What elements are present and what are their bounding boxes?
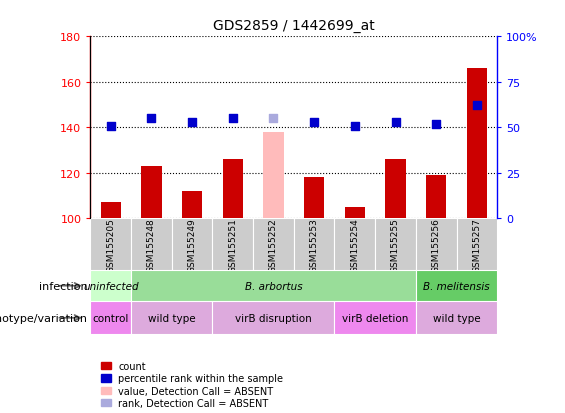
Point [228, 116, 237, 122]
Bar [223, 160, 243, 219]
Point [188, 119, 197, 126]
FancyBboxPatch shape [457, 219, 497, 271]
Point [391, 119, 400, 126]
Text: genotype/variation: genotype/variation [0, 313, 88, 323]
FancyBboxPatch shape [90, 271, 131, 301]
Bar [263, 133, 284, 219]
Point [472, 103, 481, 109]
Text: uninfected: uninfected [83, 281, 138, 291]
FancyBboxPatch shape [375, 219, 416, 271]
Text: GSM155254: GSM155254 [350, 217, 359, 272]
Text: infection: infection [39, 281, 88, 291]
Bar [345, 207, 365, 219]
Point [147, 116, 156, 122]
FancyBboxPatch shape [131, 219, 172, 271]
FancyBboxPatch shape [416, 219, 457, 271]
Title: GDS2859 / 1442699_at: GDS2859 / 1442699_at [213, 19, 375, 33]
FancyBboxPatch shape [212, 219, 253, 271]
Text: GSM155257: GSM155257 [472, 217, 481, 272]
Text: GSM155252: GSM155252 [269, 217, 278, 272]
Text: virB disruption: virB disruption [235, 313, 312, 323]
Point [350, 123, 359, 130]
Point [310, 119, 319, 126]
Bar [426, 176, 446, 219]
Bar [101, 203, 121, 219]
FancyBboxPatch shape [294, 219, 334, 271]
FancyBboxPatch shape [90, 301, 131, 335]
Bar [182, 192, 202, 219]
Bar [141, 166, 162, 219]
Text: wild type: wild type [433, 313, 480, 323]
Text: B. melitensis: B. melitensis [423, 281, 490, 291]
Text: GSM155255: GSM155255 [391, 217, 400, 272]
FancyBboxPatch shape [131, 301, 212, 335]
Legend: count, percentile rank within the sample, value, Detection Call = ABSENT, rank, : count, percentile rank within the sample… [101, 361, 284, 408]
Text: GSM155248: GSM155248 [147, 217, 156, 272]
FancyBboxPatch shape [131, 271, 416, 301]
Text: GSM155249: GSM155249 [188, 217, 197, 272]
Text: control: control [93, 313, 129, 323]
Text: virB deletion: virB deletion [342, 313, 408, 323]
Bar [304, 178, 324, 219]
Text: GSM155256: GSM155256 [432, 217, 441, 272]
Text: wild type: wild type [148, 313, 195, 323]
Point [106, 123, 115, 130]
FancyBboxPatch shape [416, 301, 497, 335]
FancyBboxPatch shape [416, 271, 497, 301]
Point [269, 116, 278, 122]
Text: GSM155253: GSM155253 [310, 217, 319, 272]
FancyBboxPatch shape [172, 219, 212, 271]
Bar [467, 69, 487, 219]
Text: GSM155251: GSM155251 [228, 217, 237, 272]
Text: B. arbortus: B. arbortus [245, 281, 302, 291]
Text: GSM155205: GSM155205 [106, 217, 115, 272]
FancyBboxPatch shape [334, 301, 416, 335]
Bar [385, 160, 406, 219]
Point [432, 121, 441, 128]
FancyBboxPatch shape [253, 219, 294, 271]
FancyBboxPatch shape [212, 301, 334, 335]
FancyBboxPatch shape [90, 219, 131, 271]
FancyBboxPatch shape [334, 219, 375, 271]
